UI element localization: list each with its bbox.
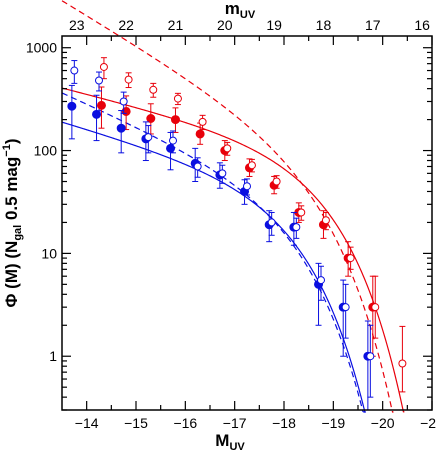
y-axis-title-mid: 0.5 mag (2, 157, 21, 225)
data-point-filled (92, 109, 102, 119)
x-tick-label: −20 (371, 415, 395, 431)
data-point-open (223, 144, 232, 153)
data-point-filled (170, 115, 180, 125)
axis-ticks: −14 −15 −16 −17 −18 −19 −20 −21 23 22 21 20 19 18 17 16… (26, 17, 436, 431)
top-tick-label: 21 (168, 17, 184, 33)
data-point-open (346, 254, 355, 263)
data-point-open (149, 85, 158, 94)
y-tick-label: 10 (41, 245, 57, 261)
top-tick-label: 19 (266, 17, 282, 33)
data-point-open (95, 76, 103, 85)
x-tick-label: −18 (272, 415, 296, 431)
top-tick-label: 22 (118, 17, 134, 33)
data-point-open (272, 177, 281, 186)
top-tick-label: 20 (217, 17, 233, 33)
data-point-open (218, 169, 227, 178)
data-point-open (297, 208, 306, 217)
fit-curve-solid (61, 87, 405, 413)
y-tick-label: 1000 (26, 40, 57, 56)
data-point-open (247, 161, 256, 170)
data-point-filled (195, 129, 205, 139)
data-point-filled (96, 100, 106, 110)
data-point-open (292, 223, 301, 232)
data-point-filled (146, 113, 156, 123)
data-point-open (317, 276, 325, 285)
data-point-open (99, 62, 108, 71)
data-point-open (243, 182, 251, 191)
x-axis-title: MUV (215, 431, 245, 452)
data-point-open (366, 352, 375, 361)
data-point-open (193, 162, 202, 171)
schechter-fits (61, 0, 405, 413)
fit-curve-dashed (61, 92, 365, 413)
data-point-open (144, 133, 153, 142)
top-tick-label: 17 (365, 17, 381, 33)
x-tick-label: −15 (124, 415, 148, 431)
data-point-open (119, 97, 128, 106)
top-tick-label: 18 (316, 17, 332, 33)
y-tick-label: 1 (49, 348, 57, 364)
x-tick-label: −16 (173, 415, 197, 431)
x-tick-label: −19 (321, 415, 345, 431)
data-point-open (341, 303, 350, 312)
data-point-open (169, 136, 177, 145)
y-axis-title: Φ (M) (Ngal 0.5 mag−1) (1, 139, 24, 308)
x-tick-label: −21 (420, 415, 436, 431)
data-point-open (398, 359, 407, 368)
data-point-open (173, 94, 182, 103)
data-points (67, 57, 407, 410)
plot-frame (61, 35, 433, 411)
top-axis-title-main: m (225, 0, 240, 18)
fit-curve-solid (61, 121, 366, 413)
top-tick-label: 23 (69, 17, 85, 33)
fit-curve-dashed (61, 0, 394, 413)
y-tick-label: 100 (34, 143, 58, 159)
y-axis-title-post: ) (2, 139, 21, 145)
data-point-open (124, 75, 133, 84)
x-axis-title-sub: UV (229, 441, 245, 452)
top-axis-title: mUV (225, 0, 256, 21)
data-point-open (267, 218, 276, 227)
x-tick-label: −14 (75, 415, 99, 431)
data-point-filled (67, 101, 77, 111)
y-axis-title-sub: gal (12, 225, 24, 241)
top-tick-label: 16 (414, 17, 430, 33)
y-axis-title-sup: −1 (1, 144, 13, 157)
data-point-open (198, 117, 207, 126)
y-axis-title-pre: Φ (M) (N (2, 241, 21, 308)
top-axis-title-sub: UV (240, 9, 256, 21)
data-point-filled (116, 123, 126, 133)
data-point-open (371, 303, 380, 312)
data-point-open (321, 216, 330, 225)
x-tick-label: −17 (223, 415, 247, 431)
data-point-open (70, 66, 79, 75)
x-axis-title-main: M (215, 431, 229, 450)
